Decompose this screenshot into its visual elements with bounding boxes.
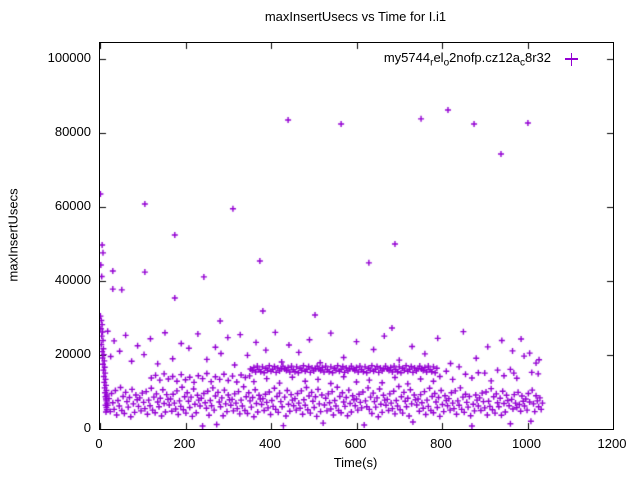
- y-tick-label: 60000: [54, 197, 91, 213]
- y-tick-label: 20000: [54, 345, 91, 361]
- y-axis-label-text: maxInsertUsecs: [5, 188, 21, 282]
- x-tick-label: 200: [173, 436, 196, 451]
- y-tick-label: 100000: [47, 49, 91, 65]
- scatter-points-canvas: [100, 43, 613, 429]
- x-axis-label: Time(s): [333, 455, 378, 470]
- plot-area: [99, 42, 614, 430]
- x-tick-label: 600: [344, 436, 367, 451]
- y-tick-label: 40000: [54, 271, 91, 287]
- y-tick-label: 0: [83, 420, 91, 435]
- legend-point-marker-icon: [565, 52, 578, 66]
- x-tick-label: 1200: [597, 436, 627, 451]
- x-tick-label: 800: [430, 436, 452, 451]
- y-tick-label: 80000: [54, 123, 91, 139]
- x-tick-label: 0: [95, 436, 103, 451]
- legend: my5744relo2nofp.cz12ac8r32: [384, 50, 578, 69]
- x-tick-label: 1000: [512, 436, 541, 451]
- x-tick-label: 400: [259, 436, 281, 451]
- chart-title: maxInsertUsecs vs Time for I.i1: [264, 9, 447, 24]
- legend-series-label: my5744relo2nofp.cz12ac8r32: [383, 50, 551, 69]
